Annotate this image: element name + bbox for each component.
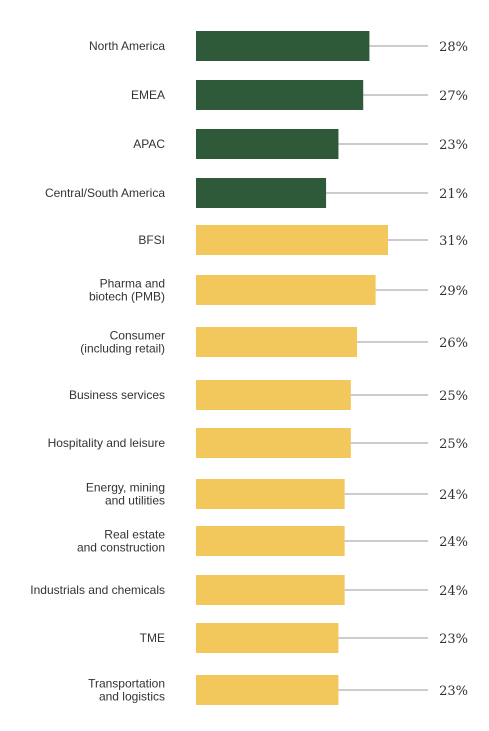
bar <box>196 623 339 653</box>
category-label-line: TME <box>140 631 165 645</box>
category-label: Real estate and construction <box>77 528 165 555</box>
bar <box>196 178 327 208</box>
category-label: APAC <box>133 137 165 151</box>
category-label: Industrials and chemicals <box>30 583 165 597</box>
value-label: 26% <box>439 336 468 351</box>
category-label-line: Real estate <box>104 528 165 542</box>
bar <box>196 479 345 509</box>
category-label-line: Energy, mining <box>86 481 165 495</box>
value-label: 25% <box>439 437 468 452</box>
value-label: 24% <box>439 584 468 599</box>
category-label-line: APAC <box>133 137 165 151</box>
category-label: Central/South America <box>45 186 165 200</box>
category-label-line: Central/South America <box>45 186 165 200</box>
category-label-line: Transportation <box>88 677 165 691</box>
bar <box>196 575 345 605</box>
category-label: Hospitality and leisure <box>48 436 166 450</box>
category-label: BFSI <box>138 233 165 247</box>
category-label-line: Business services <box>69 388 165 402</box>
category-label-line: and utilities <box>105 494 165 508</box>
bar <box>196 428 351 458</box>
category-label: EMEA <box>131 88 165 102</box>
value-label: 24% <box>439 488 468 503</box>
value-label: 23% <box>439 684 468 699</box>
category-label-line: EMEA <box>131 88 165 102</box>
category-label-line: and logistics <box>99 690 165 704</box>
value-label: 21% <box>439 187 468 202</box>
bar <box>196 225 388 255</box>
bar <box>196 80 364 110</box>
category-label-line: Industrials and chemicals <box>30 583 165 597</box>
value-label: 24% <box>439 535 468 550</box>
category-label-line: biotech (PMB) <box>89 290 165 304</box>
category-label-line: BFSI <box>138 233 165 247</box>
labels-layer: North America 28% EMEA 27% APAC 23% Central/So… <box>30 39 468 704</box>
category-label-line: Hospitality and leisure <box>48 436 166 450</box>
category-label: Transportation and logistics <box>88 677 165 704</box>
value-label: 25% <box>439 389 468 404</box>
bar <box>196 31 370 61</box>
value-label: 23% <box>439 138 468 153</box>
value-label: 28% <box>439 40 468 55</box>
bar <box>196 129 339 159</box>
category-label-line: and construction <box>77 541 165 555</box>
bar <box>196 380 351 410</box>
bar <box>196 675 339 705</box>
category-label-line: Pharma and <box>100 277 165 291</box>
category-label: Business services <box>69 388 165 402</box>
category-label: TME <box>140 631 165 645</box>
category-label: Energy, mining and utilities <box>86 481 165 508</box>
value-label: 27% <box>439 89 468 104</box>
category-label: North America <box>89 39 165 53</box>
category-label-line: (including retail) <box>80 342 165 356</box>
bar <box>196 327 358 357</box>
category-label-line: Consumer <box>110 329 165 343</box>
value-label: 29% <box>439 284 468 299</box>
bar <box>196 526 345 556</box>
value-label: 31% <box>439 234 468 249</box>
category-label: Consumer (including retail) <box>80 329 165 356</box>
bar <box>196 275 376 305</box>
bars-layer <box>196 31 428 705</box>
category-label-line: North America <box>89 39 165 53</box>
category-label: Pharma and biotech (PMB) <box>89 277 165 304</box>
value-label: 23% <box>439 632 468 647</box>
